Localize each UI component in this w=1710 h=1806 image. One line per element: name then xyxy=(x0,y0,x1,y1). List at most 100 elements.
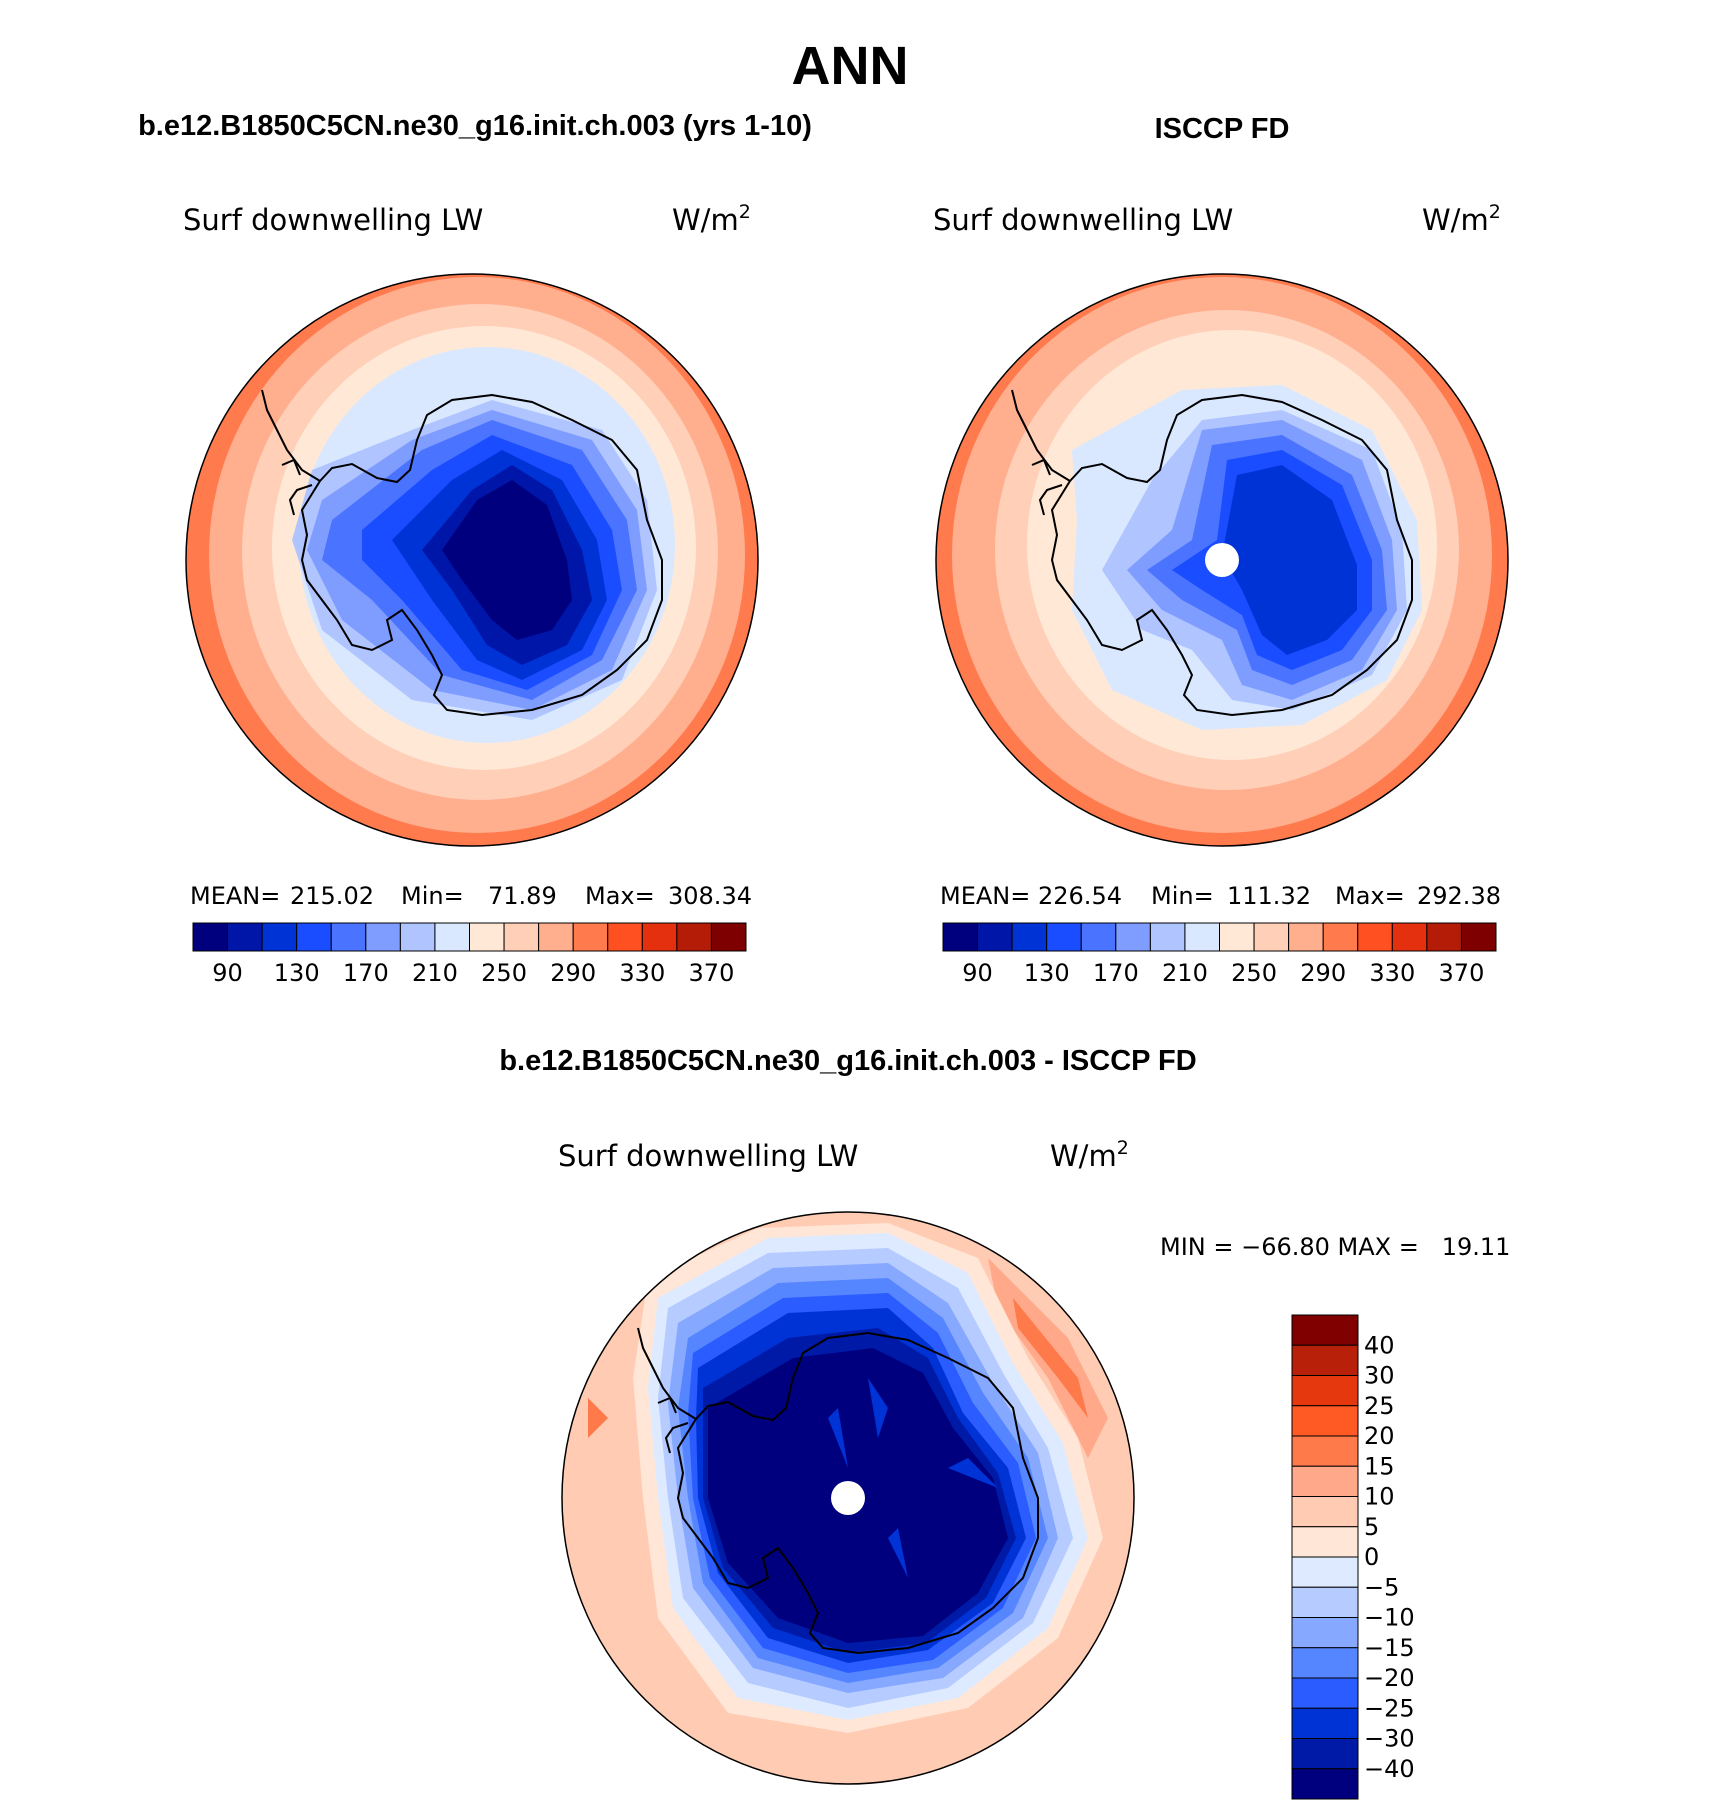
panel-obs-colorbar-swatch xyxy=(1288,922,1324,952)
panel-diff-colorbar-tick-label: 10 xyxy=(1364,1483,1395,1511)
panel-diff-colorbar-tick-label: 40 xyxy=(1364,1331,1395,1359)
svg-text:Max=: Max= xyxy=(1335,882,1405,910)
svg-text:292.38: 292.38 xyxy=(1417,882,1501,910)
panel-obs-colorbar-tick-label: 210 xyxy=(1162,959,1208,987)
panel-model-colorbar-swatch xyxy=(365,922,401,952)
panel-diff-colorbar-swatch xyxy=(1291,1435,1359,1467)
panel-diff-colorbar-swatch xyxy=(1291,1586,1359,1618)
panel-diff-colorbar-tick-label: −10 xyxy=(1364,1604,1415,1632)
panel-diff-colorbar-swatch xyxy=(1291,1526,1359,1558)
panel-obs-colorbar-swatch xyxy=(942,922,979,952)
panel-model-colorbar-swatch xyxy=(330,922,367,952)
panel-diff-units: W/m2 xyxy=(1050,1137,1129,1173)
panel-obs-colorbar-tick-label: 90 xyxy=(962,959,993,987)
panel-diff-colorbar-tick-label: −5 xyxy=(1364,1573,1399,1601)
panel-obs-map xyxy=(936,274,1508,846)
panel-diff-colorbar-swatch xyxy=(1291,1465,1359,1497)
panel-obs-colorbar xyxy=(942,922,1497,952)
panel-diff-colorbar-swatch xyxy=(1291,1496,1359,1528)
panel-diff-variable: Surf downwelling LW xyxy=(558,1139,858,1173)
panel-diff-colorbar-tick-label: −15 xyxy=(1364,1634,1415,1662)
panel-obs: ISCCP FD Surf downwelling LW W/m2 xyxy=(933,113,1509,987)
panel-obs-colorbar-swatch xyxy=(1426,922,1462,952)
svg-text:MEAN=: MEAN= xyxy=(940,882,1030,910)
panel-diff-colorbar-swatch xyxy=(1291,1405,1359,1437)
panel-model-colorbar-swatch xyxy=(503,922,540,952)
panel-diff-colorbar-swatch xyxy=(1291,1556,1359,1588)
panel-model-colorbar-ticks: 90 130 170 210 250 290 330 370 xyxy=(212,959,734,987)
panel-obs-colorbar-swatch xyxy=(1149,922,1186,952)
panel-obs-colorbar-tick-label: 250 xyxy=(1231,959,1277,987)
svg-text:Min=: Min= xyxy=(1151,882,1214,910)
svg-text:308.34: 308.34 xyxy=(668,882,752,910)
panel-obs-colorbar-swatch xyxy=(1046,922,1082,952)
panel-obs-variable: Surf downwelling LW xyxy=(933,203,1233,237)
panel-diff-colorbar-swatch xyxy=(1291,1314,1359,1346)
panel-diff-colorbar-swatch xyxy=(1291,1344,1359,1376)
panel-model-colorbar-tick-label: 330 xyxy=(619,959,665,987)
panel-diff-colorbar-tick-label: 0 xyxy=(1364,1543,1379,1571)
panel-model-header: b.e12.B1850C5CN.ne30_g16.init.ch.003 (yr… xyxy=(138,110,812,142)
panel-diff-colorbar xyxy=(1291,1314,1359,1800)
panel-obs-colorbar-tick-label: 170 xyxy=(1093,959,1139,987)
panel-obs-colorbar-swatch xyxy=(1011,922,1048,952)
svg-text:215.02: 215.02 xyxy=(290,882,374,910)
panel-model-colorbar-tick-label: 130 xyxy=(274,959,320,987)
panel-obs-colorbar-swatch xyxy=(1357,922,1393,952)
panel-model-colorbar-tick-label: 210 xyxy=(412,959,458,987)
panel-model-colorbar-swatch xyxy=(261,922,298,952)
panel-obs-colorbar-swatch xyxy=(1219,922,1255,952)
panel-model-colorbar-swatch xyxy=(538,922,574,952)
panel-model-colorbar-swatch xyxy=(676,922,712,952)
panel-obs-colorbar-tick-label: 130 xyxy=(1024,959,1070,987)
panel-obs-colorbar-tick-label: 290 xyxy=(1300,959,1346,987)
panel-obs-stats: MEAN= 226.54 Min= 111.32 Max= 292.38 xyxy=(940,882,1501,910)
panel-obs-colorbar-tick-label: 330 xyxy=(1369,959,1415,987)
panel-model: b.e12.B1850C5CN.ne30_g16.init.ch.003 (yr… xyxy=(138,110,812,987)
panel-obs-colorbar-swatch xyxy=(1253,922,1290,952)
panel-obs-colorbar-tick-label: 370 xyxy=(1439,959,1485,987)
panel-model-colorbar-swatch xyxy=(607,922,643,952)
panel-diff-colorbar-tick-label: −20 xyxy=(1364,1664,1415,1692)
panel-obs-colorbar-swatch xyxy=(1080,922,1117,952)
panel-model-colorbar-swatch xyxy=(572,922,609,952)
panel-diff-colorbar-swatch xyxy=(1291,1768,1359,1800)
panel-obs-colorbar-ticks: 90 130 170 210 250 290 330 370 xyxy=(962,959,1484,987)
panel-model-colorbar-swatch xyxy=(296,922,332,952)
panel-model-colorbar-tick-label: 250 xyxy=(481,959,527,987)
svg-text:226.54: 226.54 xyxy=(1038,882,1122,910)
panel-model-colorbar-swatch xyxy=(469,922,505,952)
svg-text:71.89: 71.89 xyxy=(488,882,557,910)
panel-model-colorbar-tick-label: 290 xyxy=(550,959,596,987)
panel-obs-units: W/m2 xyxy=(1422,201,1501,237)
panel-obs-colorbar-swatch xyxy=(1460,922,1497,952)
panel-model-colorbar-swatch xyxy=(641,922,678,952)
panel-model-colorbar-swatch xyxy=(227,922,263,952)
panel-diff-colorbar-swatch xyxy=(1291,1707,1359,1739)
svg-text:111.32: 111.32 xyxy=(1227,882,1311,910)
panel-model-colorbar-swatch xyxy=(399,922,436,952)
panel-obs-colorbar-swatch xyxy=(1184,922,1220,952)
panel-obs-colorbar-swatch xyxy=(1115,922,1151,952)
panel-diff-colorbar-tick-label: −40 xyxy=(1364,1755,1415,1783)
panel-diff-colorbar-tick-label: 15 xyxy=(1364,1452,1395,1480)
panel-diff-colorbar-tick-label: 25 xyxy=(1364,1392,1395,1420)
panel-diff-colorbar-tick-label: −30 xyxy=(1364,1725,1415,1753)
panel-diff-header: b.e12.B1850C5CN.ne30_g16.init.ch.003 - I… xyxy=(499,1045,1196,1077)
panel-model-variable: Surf downwelling LW xyxy=(183,203,483,237)
panel-model-colorbar-tick-label: 170 xyxy=(343,959,389,987)
panel-model-map xyxy=(186,274,758,846)
panel-diff-colorbar-swatch xyxy=(1291,1677,1359,1709)
panel-diff-colorbar-tick-label: 20 xyxy=(1364,1422,1395,1450)
panel-model-colorbar-tick-label: 90 xyxy=(212,959,243,987)
svg-text:Max=: Max= xyxy=(585,882,655,910)
panel-obs-header: ISCCP FD xyxy=(1155,113,1290,145)
panel-obs-colorbar-swatch xyxy=(977,922,1013,952)
panel-diff-colorbar-swatch xyxy=(1291,1647,1359,1679)
panel-diff: b.e12.B1850C5CN.ne30_g16.init.ch.003 - I… xyxy=(499,1045,1510,1800)
panel-obs-colorbar-swatch xyxy=(1322,922,1359,952)
panel-model-colorbar-swatch xyxy=(192,922,229,952)
panel-model-stats: MEAN= 215.02 Min= 71.89 Max= 308.34 xyxy=(190,882,752,910)
